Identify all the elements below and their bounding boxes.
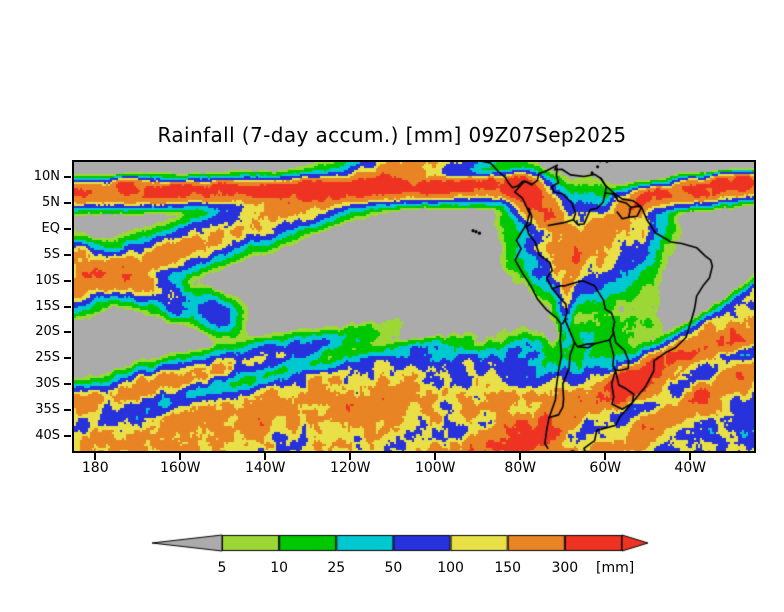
y-axis-tick [64, 228, 71, 231]
y-axis-tick [64, 382, 71, 385]
x-axis-tick [264, 453, 267, 460]
y-axis-tick-label: 10N [33, 169, 60, 185]
y-axis-tick [64, 434, 71, 437]
x-axis-tick-label: 40W [674, 460, 707, 476]
colorbar-tick-label: 150 [494, 560, 522, 576]
x-axis-tick [604, 453, 607, 460]
y-axis-tick [64, 176, 71, 179]
y-axis-tick-label: 25S [35, 350, 60, 366]
colorbar[interactable]: 5 10 25 50 100 150 300 [mm] [0, 520, 784, 580]
rainfall-heatmap-canvas [74, 162, 754, 451]
colorbar-unit-label: [mm] [596, 560, 635, 576]
x-axis-tick-label: 80W [504, 460, 537, 476]
y-axis-tick-label: 5S [43, 246, 60, 262]
y-axis-tick [64, 357, 71, 360]
y-axis-tick-label: 20S [35, 324, 60, 340]
y-axis-tick-label: 5N [42, 195, 60, 211]
x-axis-tick [689, 453, 692, 460]
y-axis-tick-label: 30S [35, 375, 60, 391]
y-axis-tick [64, 202, 71, 205]
y-axis-tick [64, 331, 71, 334]
x-axis-tick [94, 453, 97, 460]
y-axis-tick-label: 10S [35, 272, 60, 288]
colorbar-tick-label: 5 [217, 560, 227, 576]
colorbar-tick-label: 25 [327, 560, 346, 576]
colorbar-canvas [150, 530, 650, 560]
x-axis-tick [179, 453, 182, 460]
colorbar-tick-label: 10 [270, 560, 289, 576]
map-plot-area[interactable] [72, 160, 756, 453]
colorbar-tick-label: 100 [437, 560, 464, 576]
x-axis-tick-label: 120W [329, 460, 371, 476]
y-axis-tick [64, 253, 71, 256]
page-title: Rainfall (7-day accum.) [mm] 09Z07Sep202… [157, 123, 627, 147]
x-axis-tick-label: 100W [414, 460, 456, 476]
x-axis-tick [434, 453, 437, 460]
x-axis-tick [349, 453, 352, 460]
y-axis-tick [64, 305, 71, 308]
colorbar-tick-label: 300 [551, 560, 579, 576]
y-axis-tick-label: 40S [35, 427, 60, 443]
x-axis-tick-label: 160W [159, 460, 201, 476]
x-axis-tick [519, 453, 522, 460]
x-axis-tick-label: 60W [589, 460, 622, 476]
y-axis-tick-label: 15S [35, 298, 60, 314]
y-axis-tick-label: 35S [35, 401, 60, 417]
x-axis-tick-label: 180 [81, 460, 109, 476]
colorbar-tick-label: 50 [384, 560, 403, 576]
y-axis-tick [64, 408, 71, 411]
y-axis-tick [64, 279, 71, 282]
x-axis-tick-label: 140W [244, 460, 286, 476]
y-axis-tick-label: EQ [41, 221, 60, 237]
